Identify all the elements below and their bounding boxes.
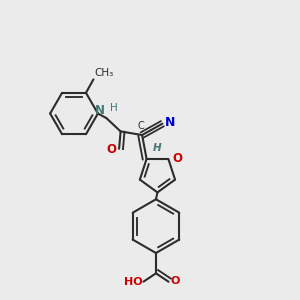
Text: O: O [170,276,179,286]
Text: H: H [153,143,161,154]
Text: N: N [164,116,175,129]
Text: HO: HO [124,277,142,287]
Text: H: H [110,103,118,113]
Text: N: N [95,103,105,116]
Text: O: O [172,152,182,165]
Text: CH₃: CH₃ [94,68,114,78]
Text: O: O [106,143,116,157]
Text: C: C [137,122,144,131]
